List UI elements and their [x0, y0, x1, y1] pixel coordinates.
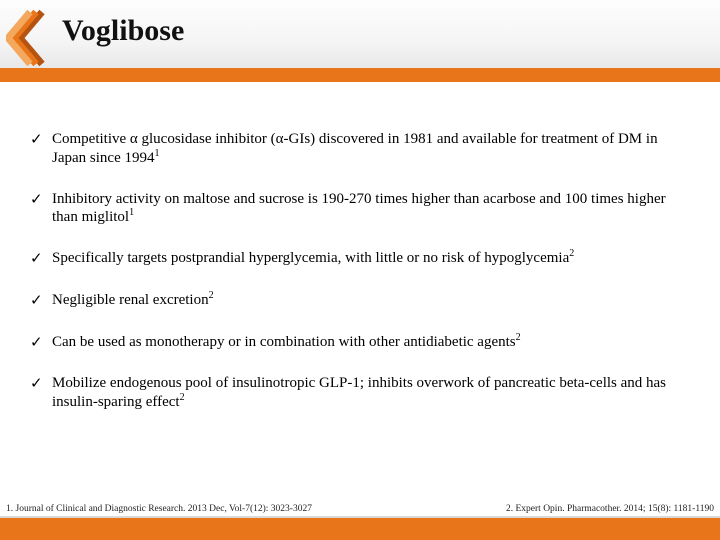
- checkmark-icon: ✓: [30, 190, 52, 210]
- bullet-text: Specifically targets postprandial hyperg…: [52, 249, 574, 268]
- checkmark-icon: ✓: [30, 249, 52, 269]
- citation-superscript: 2: [569, 248, 574, 259]
- bullet-text: Mobilize endogenous pool of insulinotrop…: [52, 374, 690, 412]
- bullet-text: Inhibitory activity on maltose and sucro…: [52, 190, 690, 228]
- reference-right: 2. Expert Opin. Pharmacother. 2014; 15(8…: [506, 504, 714, 514]
- bullet-item: ✓Can be used as monotherapy or in combin…: [30, 333, 690, 353]
- footer-accent-bar: [0, 518, 720, 540]
- bullet-item: ✓Specifically targets postprandial hyper…: [30, 249, 690, 269]
- header-accent-bar: [0, 68, 720, 82]
- citation-superscript: 2: [180, 392, 185, 403]
- checkmark-icon: ✓: [30, 130, 52, 150]
- slide-title: Voglibose: [62, 14, 184, 48]
- slide-header: Voglibose: [0, 0, 720, 90]
- bullet-item: ✓Competitive α glucosidase inhibitor (α-…: [30, 130, 690, 168]
- checkmark-icon: ✓: [30, 374, 52, 394]
- citation-superscript: 2: [516, 332, 521, 343]
- checkmark-icon: ✓: [30, 291, 52, 311]
- bullet-item: ✓Inhibitory activity on maltose and sucr…: [30, 190, 690, 228]
- citation-superscript: 1: [129, 207, 134, 218]
- bullet-text: Competitive α glucosidase inhibitor (α-G…: [52, 130, 690, 168]
- chevron-icon: [6, 8, 52, 68]
- bullet-text: Can be used as monotherapy or in combina…: [52, 333, 521, 352]
- reference-left: 1. Journal of Clinical and Diagnostic Re…: [6, 504, 312, 514]
- citation-superscript: 2: [209, 290, 214, 301]
- bullet-list: ✓Competitive α glucosidase inhibitor (α-…: [30, 130, 690, 434]
- bullet-item: ✓Negligible renal excretion2: [30, 291, 690, 311]
- checkmark-icon: ✓: [30, 333, 52, 353]
- citation-superscript: 1: [154, 148, 159, 159]
- bullet-text: Negligible renal excretion2: [52, 291, 214, 310]
- bullet-item: ✓Mobilize endogenous pool of insulinotro…: [30, 374, 690, 412]
